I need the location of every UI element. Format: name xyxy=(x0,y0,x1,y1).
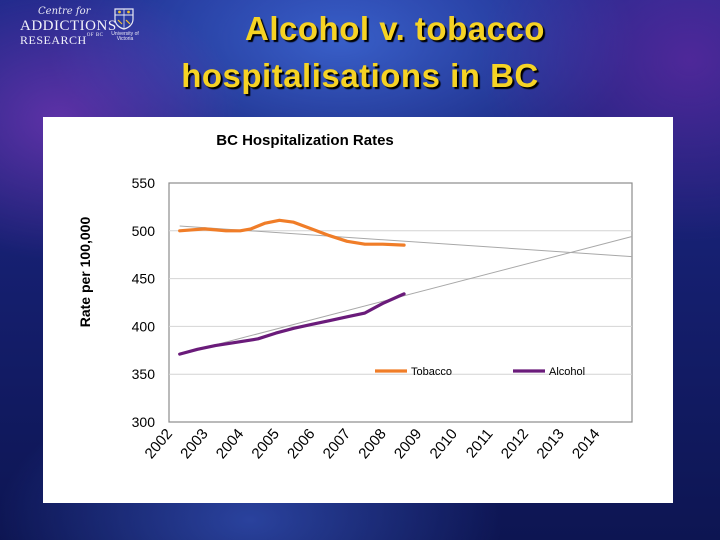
logo-addictions: ADDICTIONS xyxy=(20,18,117,34)
crest-caption: University of Victoria xyxy=(111,31,139,42)
logo-of-bc: OF BC xyxy=(86,33,104,38)
chart-title: BC Hospitalization Rates xyxy=(216,132,394,149)
x-tick-label: 2014 xyxy=(569,426,603,462)
x-tick-label: 2005 xyxy=(248,426,282,462)
trendlines xyxy=(179,225,633,355)
plot-area xyxy=(168,182,633,423)
x-tick-label: 2007 xyxy=(320,426,354,462)
series-lines xyxy=(178,218,406,356)
y-tick-label: 450 xyxy=(132,271,156,287)
x-tick-label: 2010 xyxy=(427,426,461,462)
y-tick-label: 300 xyxy=(132,414,156,430)
x-tick-label: 2009 xyxy=(391,426,425,462)
y-tick-label: 500 xyxy=(132,223,156,239)
trendline-alcohol xyxy=(179,236,633,355)
legend: Tobacco Alcohol xyxy=(375,366,585,378)
slide-title-line1: Alcohol v. tobacco xyxy=(245,10,545,47)
y-tick-label: 400 xyxy=(132,318,156,334)
hospitalization-chart: BC Hospitalization Rates Rate per 100,00… xyxy=(77,132,633,462)
y-tick-label: 550 xyxy=(132,175,156,191)
logo-research: RESEARCHOF BC xyxy=(20,33,104,47)
x-tick-label: 2013 xyxy=(533,426,567,462)
x-tick-label: 2006 xyxy=(284,426,318,462)
x-tick-label: 2003 xyxy=(177,426,211,462)
x-tick-label: 2011 xyxy=(463,426,497,462)
series-line-tobacco xyxy=(178,218,406,247)
y-tick-label: 350 xyxy=(132,366,156,382)
trendline-tobacco xyxy=(179,225,633,258)
x-tick-label: 2004 xyxy=(213,426,247,462)
legend-label-tobacco: Tobacco xyxy=(411,366,452,378)
y-axis-label: Rate per 100,000 xyxy=(77,217,93,328)
x-tick-label: 2008 xyxy=(355,426,389,462)
x-tick-label: 2002 xyxy=(142,426,176,462)
legend-label-alcohol: Alcohol xyxy=(549,366,585,378)
x-tick-labels: 2002 2003 2004 2005 2006 2007 2008 2009 2010 2011… xyxy=(142,426,604,462)
y-tick-labels: 300 350 400 450 500 550 xyxy=(132,175,156,430)
x-tick-label: 2012 xyxy=(498,426,532,462)
slide-title-line2: hospitalisations in BC xyxy=(181,57,539,94)
car-bc-logo: Centre for ADDICTIONS RESEARCHOF BC xyxy=(12,6,140,50)
series-line-alcohol xyxy=(178,292,406,356)
university-crest-icon xyxy=(114,8,134,30)
logo-script-text: Centre for xyxy=(38,6,91,17)
chart-panel: BC Hospitalization Rates Rate per 100,00… xyxy=(43,117,673,503)
